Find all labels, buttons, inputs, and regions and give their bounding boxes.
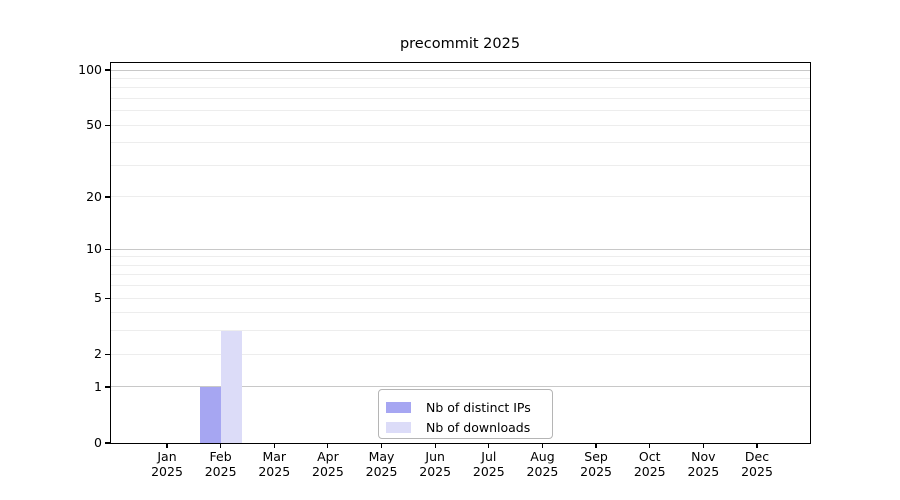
legend-item-downloads: Nb of downloads [386,417,552,437]
y-tick-mark [105,124,110,126]
x-tick-label: Apr 2025 [312,449,344,479]
legend-swatch-distinct-ips [386,401,411,413]
x-tick-label: Jul 2025 [472,449,505,479]
minor-gridline [111,312,810,314]
minor-gridline [111,274,810,276]
x-tick-label: Oct 2025 [633,449,666,479]
x-tick-mark [220,444,222,448]
y-tick-label: 10 [86,241,102,257]
x-tick-label: Jan 2025 [151,449,183,479]
y-tick-label: 2 [94,346,102,362]
x-tick-mark [327,444,329,448]
x-tick-mark [756,444,758,448]
x-tick-mark [702,444,704,448]
x-tick-label: Mar 2025 [258,449,291,479]
bar-nb-of-downloads-feb-2025 [220,330,242,443]
x-tick-label: Feb 2025 [204,449,237,479]
minor-gridline [111,164,810,166]
x-tick-label: Aug 2025 [526,449,559,479]
x-tick-mark [273,444,275,448]
minor-gridline [111,87,810,89]
minor-gridline [111,297,810,299]
minor-gridline [111,77,810,79]
x-tick-mark [380,444,383,448]
y-tick-label: 0 [94,435,102,450]
y-tick-label: 50 [86,117,102,133]
x-tick-label: May 2025 [365,449,398,479]
minor-gridline [111,142,810,144]
legend: Nb of distinct IPs Nb of downloads [378,389,553,439]
y-tick-label: 5 [94,290,102,306]
y-tick-mark [105,196,110,198]
y-tick-label: 100 [78,62,102,77]
x-tick-mark [541,444,544,448]
minor-gridline [111,285,810,287]
x-tick-label: Dec 2025 [741,449,773,479]
y-tick-mark [105,248,110,250]
minor-gridline [111,330,810,332]
legend-label-downloads: Nb of downloads [426,419,531,435]
major-gridline [111,69,810,71]
y-tick-mark [105,353,110,355]
legend-swatch-downloads [386,421,411,433]
x-tick-mark [488,444,490,448]
y-tick-label: 1 [94,378,102,394]
x-tick-mark [166,444,168,448]
minor-gridline [111,110,810,112]
x-tick-label: Jun 2025 [419,449,452,479]
legend-item-distinct-ips: Nb of distinct IPs [386,397,552,417]
x-tick-mark [595,444,597,448]
x-tick-mark [434,444,436,448]
minor-gridline [111,97,810,99]
bar-nb-of-distinct-ips-feb-2025 [199,386,221,443]
minor-gridline [111,124,810,126]
y-tick-mark [105,297,110,299]
major-gridline [111,386,810,388]
y-tick-mark [105,69,110,71]
x-tick-label: Sep 2025 [580,449,612,479]
minor-gridline [111,196,810,198]
minor-gridline [111,264,810,266]
x-tick-label: Nov 2025 [687,449,720,479]
y-tick-label: 20 [86,188,102,204]
legend-label-distinct-ips: Nb of distinct IPs [426,399,531,415]
minor-gridline [111,353,810,355]
chart-title: precommit 2025 [399,36,521,52]
x-tick-mark [649,444,651,448]
y-tick-mark [105,442,110,444]
y-tick-mark [105,386,110,388]
major-gridline [111,248,810,250]
minor-gridline [111,256,810,258]
